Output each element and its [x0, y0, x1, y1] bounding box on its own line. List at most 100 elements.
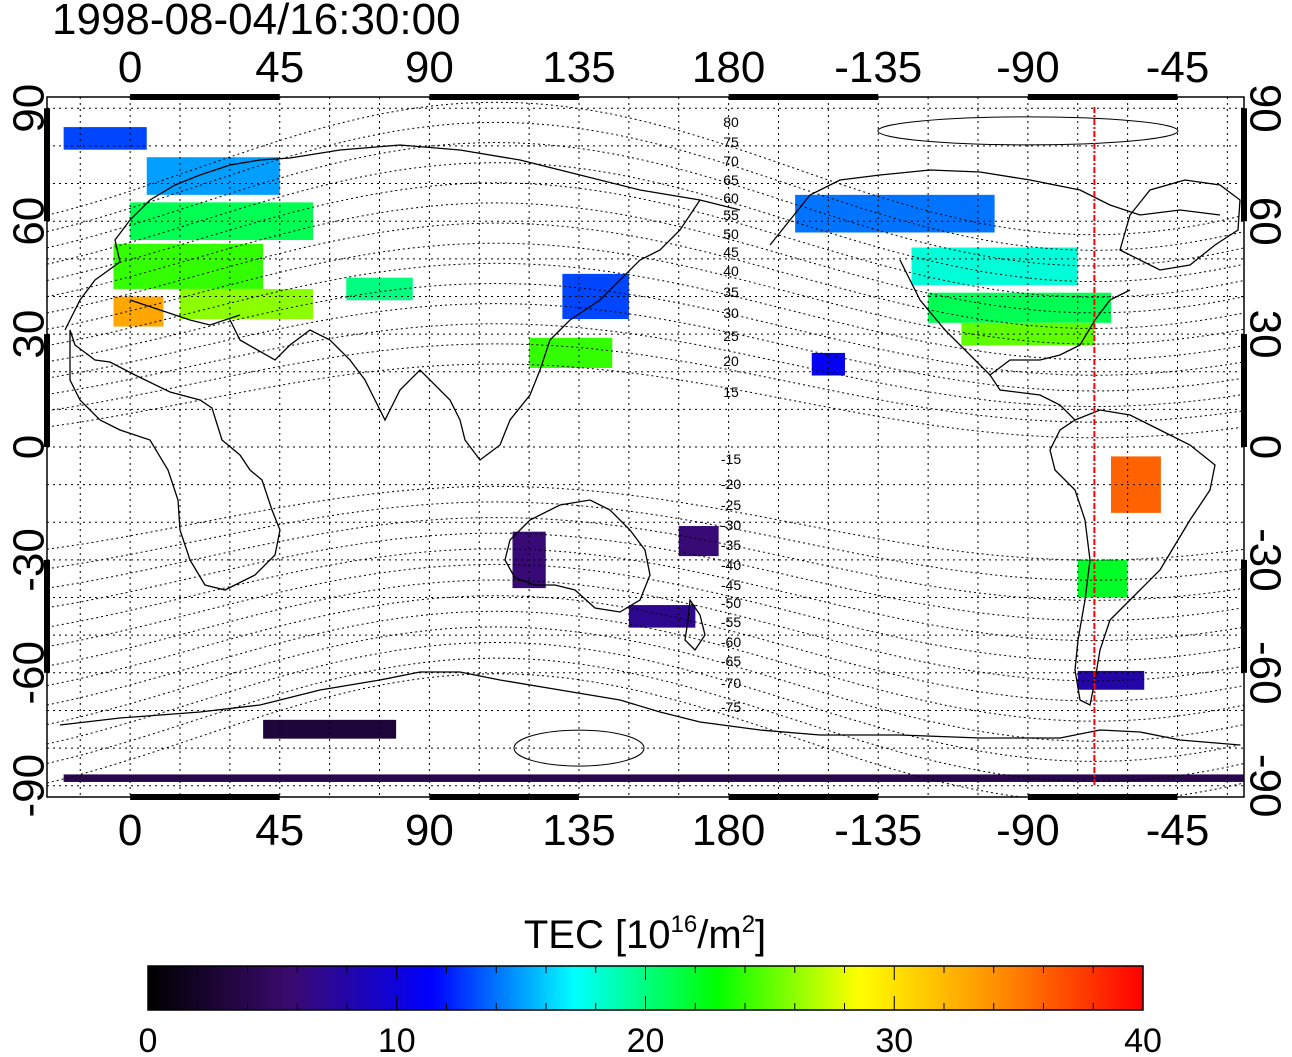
contour-label: -15 — [721, 451, 741, 467]
frame-bar-top — [728, 94, 879, 100]
frame-bar-bottom — [1027, 794, 1178, 800]
contour-label: -75 — [721, 699, 741, 715]
plot-area — [47, 97, 1244, 797]
tec-patch — [628, 605, 696, 628]
contour-label: 40 — [723, 263, 739, 279]
bottom-lon-label: -135 — [834, 806, 922, 855]
coast-africa-europe — [69, 329, 281, 591]
colorbar-title: TEC [1016/m2] — [524, 911, 766, 957]
colorbar-ticks: 0 10 20 30 40 — [139, 966, 1162, 1057]
top-lon-label: 180 — [692, 43, 765, 92]
contour-line — [47, 579, 1244, 682]
contour-line — [47, 610, 1244, 722]
coastlines — [59, 144, 1241, 746]
north-pole-oval — [877, 116, 1179, 146]
south-pole-oval — [513, 729, 645, 767]
tec-patch — [180, 288, 313, 320]
contour-line — [47, 303, 1244, 392]
contour-line — [47, 222, 1244, 330]
bottom-lon-label: 180 — [692, 806, 765, 855]
contour-label: 60 — [723, 190, 739, 206]
frame-bar-right — [1241, 334, 1247, 447]
contour-line — [47, 182, 1244, 298]
left-lat-label: -90 — [5, 754, 54, 818]
top-lon-label: 0 — [118, 43, 142, 92]
tec-patch — [113, 243, 264, 289]
coast-australia — [504, 499, 651, 613]
top-lon-label: -135 — [834, 43, 922, 92]
coast-north-america — [769, 169, 1221, 421]
coast-south-america — [1049, 409, 1216, 706]
contour-line — [47, 517, 1244, 601]
tec-patch — [795, 194, 995, 233]
bottom-lon-label: 0 — [118, 806, 142, 855]
tec-patch — [811, 352, 845, 376]
contour-label: -60 — [721, 634, 741, 650]
tec-patch — [911, 247, 1078, 286]
frame-bar-bottom — [429, 794, 579, 800]
contour-label: -40 — [721, 557, 741, 573]
tec-patch — [263, 719, 397, 739]
contour-line — [47, 141, 1244, 267]
frame-bar-top — [429, 94, 579, 100]
right-lat-label: 30 — [1240, 310, 1289, 359]
contour-label: -25 — [721, 497, 741, 513]
contour-label: -65 — [721, 653, 741, 669]
tec-data-layer — [63, 127, 1244, 782]
axis-label-group: 0 45 90 135 180 -135 -90 -450 45 90 135 180 -135 -90-… — [5, 43, 1290, 855]
left-lat-label: 30 — [5, 310, 54, 359]
contour-line — [47, 657, 1244, 783]
bottom-lon-label: -90 — [996, 806, 1060, 855]
colorbar-tick-label: 30 — [875, 1022, 913, 1057]
contour-label: 15 — [723, 384, 739, 400]
top-lon-label: 135 — [542, 43, 615, 92]
bottom-lon-label: -45 — [1146, 806, 1210, 855]
frame-bar-right — [1241, 559, 1247, 673]
contour-line — [47, 101, 1244, 236]
colorbar-tick-label: 10 — [378, 1022, 416, 1057]
contour-label: -70 — [721, 675, 741, 691]
magnetic-latitude-contours — [47, 101, 1244, 797]
coast-asia — [229, 144, 741, 461]
right-lat-label: -60 — [1240, 641, 1289, 705]
contour-line — [47, 323, 1244, 408]
top-lon-label: -90 — [996, 43, 1060, 92]
contour-line — [47, 202, 1244, 314]
contour-label: 50 — [723, 226, 739, 242]
tec-patch — [678, 526, 719, 557]
right-lat-label: -90 — [1240, 754, 1289, 818]
colorbar-tick-label: 20 — [627, 1022, 665, 1057]
bottom-lon-label: 135 — [542, 806, 615, 855]
tec-patch — [63, 127, 147, 150]
frame-bar-top — [130, 94, 280, 100]
top-lon-label: 45 — [255, 43, 304, 92]
coast-antarctica — [59, 671, 1241, 746]
contour-label: 80 — [723, 114, 739, 130]
frame-bar-left — [44, 108, 50, 222]
coast-nz — [684, 598, 706, 652]
colorbar-tick-label: 0 — [139, 1022, 158, 1057]
contour-label: 30 — [723, 305, 739, 321]
right-lat-label: 0 — [1240, 435, 1289, 459]
frame-bar-bottom — [130, 794, 280, 800]
frame-bar-bottom — [728, 794, 879, 800]
frame-bar-left — [44, 559, 50, 673]
contour-label: -30 — [721, 517, 741, 533]
left-lat-label: 0 — [5, 435, 54, 459]
frame-bar-top — [1027, 94, 1178, 100]
contour-label: 70 — [723, 153, 739, 169]
contour-label: -45 — [721, 577, 741, 593]
contour-label: 35 — [723, 284, 739, 300]
contour-label: 65 — [723, 172, 739, 188]
contour-line — [47, 673, 1244, 797]
tec-patch — [1077, 559, 1128, 598]
contour-label: 20 — [723, 353, 739, 369]
bottom-lon-label: 90 — [405, 806, 454, 855]
left-lat-label: -60 — [5, 641, 54, 705]
contour-label: 25 — [723, 328, 739, 344]
contour-label: -20 — [721, 476, 741, 492]
tec-patch — [346, 277, 413, 301]
tec-patch — [961, 322, 1095, 346]
